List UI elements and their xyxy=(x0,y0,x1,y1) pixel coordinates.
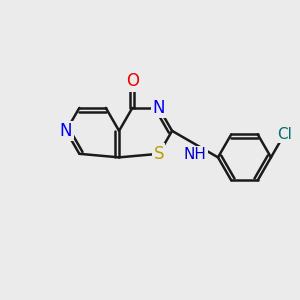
Text: S: S xyxy=(154,145,164,163)
Text: O: O xyxy=(126,72,139,90)
Text: N: N xyxy=(60,122,72,140)
Text: N: N xyxy=(153,99,165,117)
Text: Cl: Cl xyxy=(277,127,292,142)
Text: NH: NH xyxy=(184,147,206,162)
